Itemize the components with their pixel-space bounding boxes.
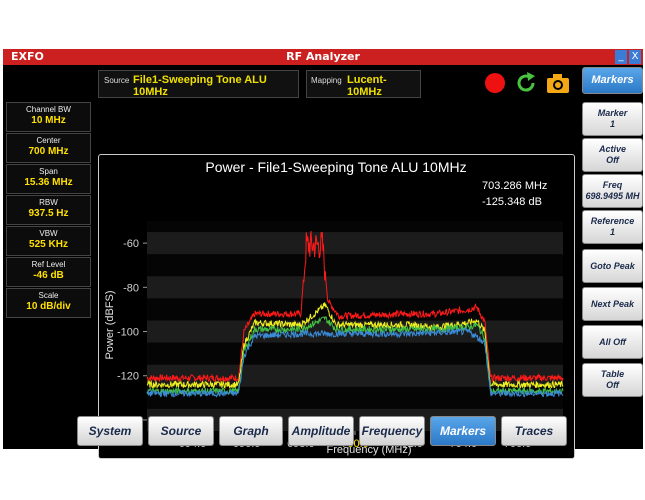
button-line1: Freq xyxy=(602,180,623,190)
title-bar: EXFO RF Analyzer _ X xyxy=(3,49,643,65)
app-title: RF Analyzer xyxy=(286,50,360,63)
marker-btn-marker[interactable]: Marker 1 xyxy=(582,102,643,136)
param-value: 700 MHz xyxy=(28,146,69,157)
y-tick-label: -60 xyxy=(123,238,139,250)
param-channel-bw: Channel BW 10 MHz xyxy=(6,102,91,132)
brand-logo: EXFO xyxy=(11,50,44,63)
button-line1: All Off xyxy=(599,336,626,347)
camera-icon[interactable] xyxy=(545,71,571,95)
y-tick-label: -80 xyxy=(123,282,139,294)
marker-btn-next-peak[interactable]: Next Peak xyxy=(582,287,643,321)
tab-graph[interactable]: Graph xyxy=(219,416,283,446)
marker-frequency-readout: 703.286 MHz xyxy=(482,180,547,192)
trace-line-4 xyxy=(146,327,564,398)
marker-level-readout: -125.348 dB xyxy=(482,196,542,208)
param-label: Channel BW xyxy=(26,105,71,114)
y-tick-label: -100 xyxy=(117,327,139,339)
trace-line-1 xyxy=(146,230,564,384)
tab-source[interactable]: Source xyxy=(148,416,214,446)
markers-header-label: Markers xyxy=(591,74,634,86)
tab-frequency[interactable]: Frequency xyxy=(359,416,425,446)
button-line1: Reference xyxy=(590,216,635,226)
param-label: RBW xyxy=(39,198,58,207)
param-label: Ref Level xyxy=(31,260,66,269)
tab-system[interactable]: System xyxy=(77,416,143,446)
marker-btn-reference[interactable]: Reference 1 xyxy=(582,210,643,244)
tab-markers[interactable]: Markers xyxy=(430,416,496,446)
rf-analyzer-window: EXFO RF Analyzer _ X Source File1-Sweepi… xyxy=(3,49,643,459)
param-rbw: RBW 937.5 Hz xyxy=(6,195,91,225)
source-value: File1-Sweeping Tone ALU 10MHz xyxy=(133,74,267,98)
button-line1: Table xyxy=(600,369,625,379)
param-value: 525 KHz xyxy=(29,239,68,250)
source-label: Source xyxy=(104,76,130,85)
source-field[interactable]: Source File1-Sweeping Tone ALU 10MHz xyxy=(98,70,299,98)
grid-band xyxy=(147,232,563,255)
param-label: Scale xyxy=(38,291,59,300)
chart-title: Power - File1-Sweeping Tone ALU 10MHz xyxy=(205,159,466,175)
button-line2: Off xyxy=(606,155,619,165)
marker-btn-goto-peak[interactable]: Goto Peak xyxy=(582,249,643,283)
markers-header-button[interactable]: Markers xyxy=(582,67,643,94)
param-value: 937.5 Hz xyxy=(28,208,69,219)
button-line1: Active xyxy=(598,144,626,154)
close-button[interactable]: X xyxy=(629,50,641,64)
spectrum-plot-frame: -60-80-100-120-140694.0696.0698.0700.070… xyxy=(98,154,575,459)
button-line2: 1 xyxy=(609,227,615,237)
button-line2: 1 xyxy=(609,119,615,129)
param-scale: Scale 10 dB/div xyxy=(6,288,91,318)
y-tick-label: -120 xyxy=(117,371,139,383)
button-line1: Next Peak xyxy=(590,298,635,309)
param-value: -46 dB xyxy=(33,270,64,281)
trace-line-3 xyxy=(146,316,564,397)
param-ref-level: Ref Level -46 dB xyxy=(6,257,91,287)
mapping-label: Mapping xyxy=(311,76,342,85)
grid-band xyxy=(147,364,563,387)
grid-band xyxy=(147,276,563,299)
button-line1: Goto Peak xyxy=(590,260,635,271)
param-value: 15.36 MHz xyxy=(24,177,73,188)
mapping-value: Lucent-10MHz xyxy=(347,74,387,98)
minimize-button[interactable]: _ xyxy=(615,50,627,64)
button-line1: Marker xyxy=(597,108,628,118)
refresh-icon[interactable] xyxy=(514,71,538,95)
marker-btn-table[interactable]: Table Off xyxy=(582,363,643,397)
mapping-field[interactable]: Mapping Lucent-10MHz xyxy=(306,70,421,98)
param-value: 10 dB/div xyxy=(26,301,71,312)
tab-amplitude[interactable]: Amplitude xyxy=(288,416,354,446)
spectrum-chart[interactable]: -60-80-100-120-140694.0696.0698.0700.070… xyxy=(99,155,574,458)
param-label: Span xyxy=(39,167,58,176)
param-label: Center xyxy=(36,136,61,145)
button-line2: Off xyxy=(606,380,619,390)
param-value: 10 MHz xyxy=(31,115,66,126)
marker-btn-active[interactable]: Active Off xyxy=(582,138,643,172)
param-vbw: VBW 525 KHz xyxy=(6,226,91,256)
param-center: Center 700 MHz xyxy=(6,133,91,163)
button-line2: 698.9495 MH xyxy=(585,191,640,201)
param-label: VBW xyxy=(39,229,58,238)
param-span: Span 15.36 MHz xyxy=(6,164,91,194)
trace-line-2 xyxy=(146,302,564,390)
marker-btn-freq[interactable]: Freq 698.9495 MH xyxy=(582,174,643,208)
record-icon[interactable] xyxy=(483,71,507,95)
y-axis-label: Power (dBFS) xyxy=(104,290,116,359)
marker-btn-all-off[interactable]: All Off xyxy=(582,325,643,359)
x-axis-label: Frequency (MHz) xyxy=(327,444,412,456)
tab-traces[interactable]: Traces xyxy=(501,416,567,446)
